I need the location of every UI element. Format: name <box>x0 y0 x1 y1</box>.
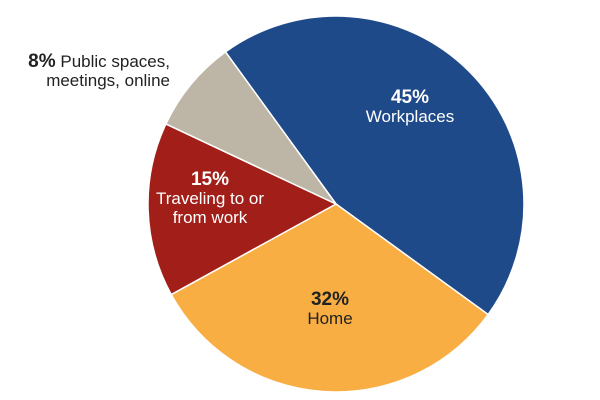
category-label: Traveling to or from work <box>155 189 265 227</box>
value-label: 8% <box>28 52 56 72</box>
value-label: 32% <box>310 290 350 310</box>
pie-slice <box>170 203 490 393</box>
pie-slice <box>147 122 338 296</box>
value-label: 45% <box>390 88 430 108</box>
value-label: 15% <box>190 170 230 190</box>
slice-label: 45%Workplaces <box>350 88 470 126</box>
slice-label: 32%Home <box>260 290 400 328</box>
slice-label-box: 8% Public spaces, meetings, online <box>0 52 170 90</box>
slice-label: 8% Public spaces, meetings, online <box>0 52 170 90</box>
slice-label-box: 45% Workplaces <box>350 88 470 126</box>
slice-label-box: 32% Home <box>260 290 400 328</box>
category-label: Home <box>307 309 353 328</box>
pie-slice <box>164 50 337 205</box>
slice-label-box: 15% Traveling to or from work <box>140 170 280 227</box>
category-label: Workplaces <box>365 107 455 126</box>
slice-label: 15%Traveling to or from work <box>140 170 280 227</box>
category-label: Public spaces, meetings, online <box>46 52 170 90</box>
pie-slice <box>224 15 525 316</box>
